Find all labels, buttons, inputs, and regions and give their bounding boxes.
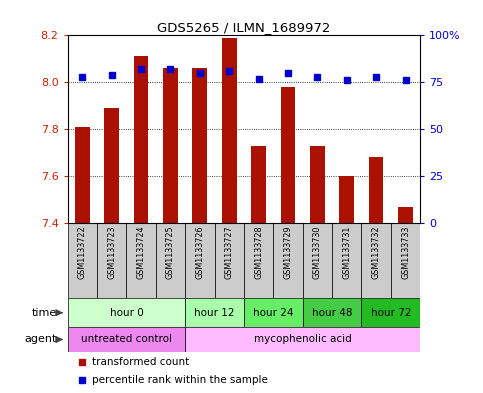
Bar <box>68 298 185 327</box>
Bar <box>104 108 119 223</box>
Text: GSM1133730: GSM1133730 <box>313 225 322 279</box>
Bar <box>68 327 185 352</box>
Bar <box>303 223 332 298</box>
Bar <box>134 57 148 223</box>
Bar <box>222 38 237 223</box>
Bar <box>244 298 303 327</box>
Text: GSM1133722: GSM1133722 <box>78 225 87 279</box>
Bar <box>75 127 90 223</box>
Text: hour 72: hour 72 <box>370 308 411 318</box>
Bar <box>185 327 420 352</box>
Text: GSM1133723: GSM1133723 <box>107 225 116 279</box>
Bar <box>193 68 207 223</box>
Text: mycophenolic acid: mycophenolic acid <box>254 334 352 345</box>
Text: GSM1133726: GSM1133726 <box>195 225 204 279</box>
Bar <box>214 223 244 298</box>
Text: transformed count: transformed count <box>92 357 189 367</box>
Text: GSM1133724: GSM1133724 <box>137 225 145 279</box>
Text: GSM1133725: GSM1133725 <box>166 225 175 279</box>
Bar <box>97 223 127 298</box>
Text: GSM1133728: GSM1133728 <box>254 225 263 279</box>
Text: untreated control: untreated control <box>81 334 172 345</box>
Bar <box>185 223 214 298</box>
Text: hour 0: hour 0 <box>110 308 143 318</box>
Bar <box>361 298 420 327</box>
Text: hour 24: hour 24 <box>253 308 294 318</box>
Bar <box>68 223 97 298</box>
Bar <box>127 223 156 298</box>
Text: hour 48: hour 48 <box>312 308 352 318</box>
Text: GSM1133732: GSM1133732 <box>371 225 381 279</box>
Bar <box>163 68 178 223</box>
Bar <box>185 298 244 327</box>
Text: GSM1133727: GSM1133727 <box>225 225 234 279</box>
Text: time: time <box>32 308 57 318</box>
Bar <box>310 145 325 223</box>
Text: hour 12: hour 12 <box>194 308 235 318</box>
Bar <box>398 207 413 223</box>
Text: GSM1133729: GSM1133729 <box>284 225 293 279</box>
Bar <box>303 298 361 327</box>
Bar <box>251 145 266 223</box>
Bar <box>281 87 295 223</box>
Text: percentile rank within the sample: percentile rank within the sample <box>92 375 268 385</box>
Title: GDS5265 / ILMN_1689972: GDS5265 / ILMN_1689972 <box>157 21 330 34</box>
Text: agent: agent <box>25 334 57 345</box>
Bar <box>273 223 303 298</box>
Text: GSM1133731: GSM1133731 <box>342 225 351 279</box>
Bar <box>340 176 354 223</box>
Bar <box>361 223 391 298</box>
Bar <box>391 223 420 298</box>
Text: GSM1133733: GSM1133733 <box>401 225 410 279</box>
Bar <box>244 223 273 298</box>
Bar <box>332 223 361 298</box>
Bar <box>156 223 185 298</box>
Bar <box>369 157 384 223</box>
